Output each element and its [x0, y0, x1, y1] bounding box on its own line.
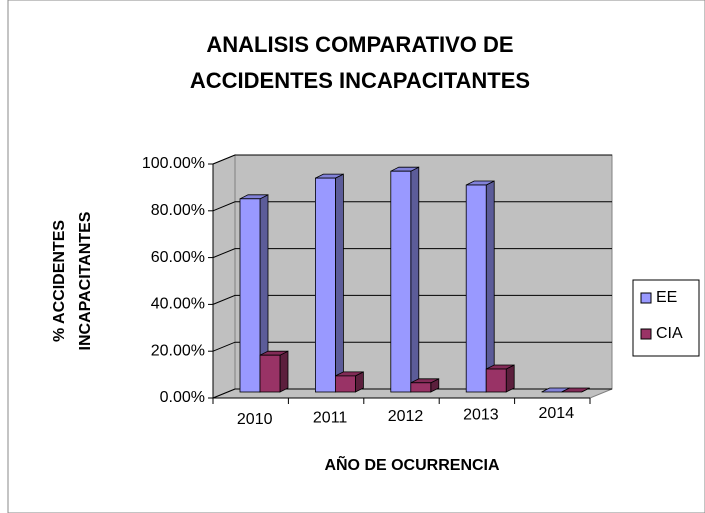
back-wall [234, 154, 613, 390]
y-tick-label: 60.00% [151, 249, 205, 266]
bar-face [410, 166, 420, 393]
bar-face [465, 184, 487, 393]
chart-title-line1: ANALISIS COMPARATIVO DE [206, 32, 513, 57]
chart-title-line2: ACCIDENTES INCAPACITANTES [190, 68, 530, 93]
bar-face [505, 364, 515, 393]
x-tick-label: 2011 [313, 410, 348, 427]
x-tick-label: 2013 [463, 407, 499, 424]
bar [390, 166, 420, 393]
bar [259, 350, 289, 393]
bar-face [485, 368, 507, 393]
y-axis-title-line2: INCAPACITANTES [77, 211, 94, 350]
y-axis-title-line1: % ACCIDENTES [51, 220, 68, 342]
bar-face [390, 170, 412, 393]
y-tick-label: 40.00% [151, 296, 205, 313]
bar-face [239, 198, 261, 393]
bar [465, 180, 495, 393]
x-tick-label: 2012 [388, 408, 424, 425]
bar-face [334, 375, 356, 393]
bar [314, 173, 344, 393]
bar-face [410, 382, 432, 393]
bar-face [314, 177, 336, 393]
y-tick-label: 20.00% [151, 342, 205, 359]
y-tick-label: 80.00% [151, 202, 205, 219]
y-tick-label: 0.00% [160, 389, 205, 406]
y-tick-label: 100.00% [142, 155, 205, 172]
bar-face [259, 354, 281, 393]
bar [239, 194, 269, 393]
legend-swatch [640, 328, 652, 340]
bar-face [334, 173, 344, 393]
bar [410, 378, 440, 393]
grid-line [212, 154, 612, 165]
bar-face [279, 350, 289, 393]
legend-label: CIA [656, 325, 683, 342]
side-wall [212, 154, 236, 399]
bar-face [561, 387, 590, 393]
legend-label: EE [656, 289, 677, 306]
bar [561, 387, 590, 393]
bar [485, 364, 515, 393]
x-axis-title: AÑO DE OCURRENCIA [324, 454, 500, 474]
x-tick-label: 2010 [237, 411, 273, 428]
bar-face [485, 180, 495, 393]
x-tick-label: 2014 [539, 405, 575, 422]
bar [334, 371, 364, 393]
legend-swatch [640, 292, 652, 304]
